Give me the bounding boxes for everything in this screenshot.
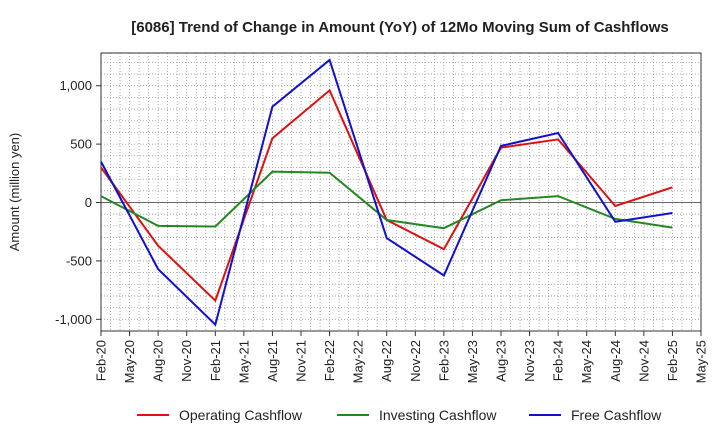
- legend-label-free-cashflow: Free Cashflow: [571, 407, 662, 423]
- x-tick-label: Aug-20: [151, 340, 166, 382]
- series-line-free-cashflow: [100, 58, 673, 327]
- x-tick-label: Nov-22: [408, 340, 423, 382]
- legend-label-investing-cashflow: Investing Cashflow: [379, 407, 497, 423]
- x-tick-label: Aug-22: [379, 340, 394, 382]
- x-tick-label: Feb-22: [322, 340, 337, 381]
- x-tick-label: Feb-24: [551, 340, 566, 381]
- y-axis-label: Amount (million yen): [7, 133, 22, 252]
- x-tick-label: Nov-23: [522, 340, 537, 382]
- x-tick-label: Feb-25: [665, 340, 680, 381]
- y-tick-label: -500: [66, 253, 92, 268]
- y-axis: -1,000 -500 0 500 1,000: [55, 78, 101, 327]
- x-tick-label: Nov-24: [636, 340, 651, 382]
- grid: [101, 53, 701, 332]
- series-lines: [100, 58, 673, 327]
- plot-area: [100, 52, 702, 332]
- y-tick-label: 0: [85, 195, 92, 210]
- x-tick-label: Aug-24: [608, 340, 623, 382]
- y-tick-label: 500: [70, 137, 92, 152]
- x-tick-label: May-25: [694, 340, 709, 383]
- x-tick-label: Feb-21: [208, 340, 223, 381]
- x-tick-label: May-20: [122, 340, 137, 383]
- legend-label-operating-cashflow: Operating Cashflow: [179, 407, 303, 423]
- legend: Operating Cashflow Investing Cashflow Free…: [137, 407, 662, 423]
- x-tick-label: Aug-21: [265, 340, 280, 382]
- x-tick-label: May-22: [351, 340, 366, 383]
- y-tick-label: 1,000: [59, 78, 92, 93]
- x-tick-label: May-24: [579, 340, 594, 383]
- x-axis: Feb-20 May-20 Aug-20 Nov-20 Feb-21 May-21 Aug-…: [94, 331, 709, 383]
- x-tick-label: Aug-23: [494, 340, 509, 382]
- chart-title: [6086] Trend of Change in Amount (YoY) o…: [131, 19, 669, 36]
- x-tick-label: May-23: [465, 340, 480, 383]
- x-tick-label: Nov-20: [179, 340, 194, 382]
- y-tick-label: -1,000: [55, 312, 92, 327]
- x-tick-label: May-21: [236, 340, 251, 383]
- series-line-investing-cashflow: [100, 170, 673, 230]
- x-tick-label: Feb-23: [436, 340, 451, 381]
- x-tick-label: Feb-20: [94, 340, 109, 381]
- x-tick-label: Nov-21: [294, 340, 309, 382]
